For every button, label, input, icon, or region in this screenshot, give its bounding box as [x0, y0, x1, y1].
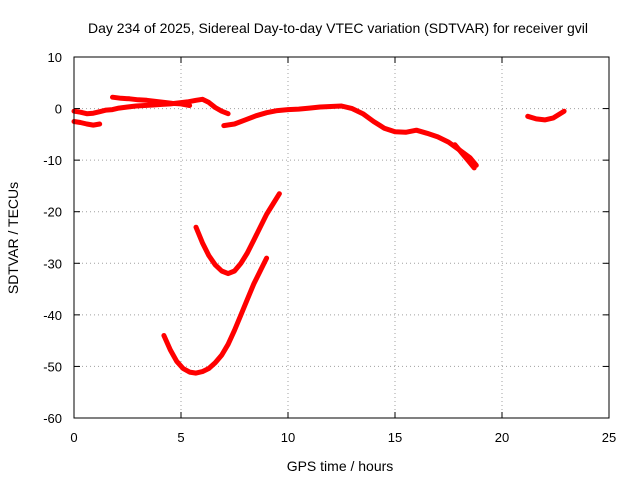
grid [74, 57, 609, 418]
y-tick-label: -50 [43, 359, 62, 374]
series-track-8 [161, 255, 270, 376]
series-track-7 [193, 191, 282, 277]
y-tick-label: -60 [43, 411, 62, 426]
x-axis-label: GPS time / hours [287, 458, 394, 474]
series-track-4 [221, 103, 479, 168]
series-track-1 [71, 96, 231, 117]
x-tick-label: 15 [388, 430, 402, 445]
series-track-2 [71, 119, 103, 128]
x-tick-label: 0 [70, 430, 77, 445]
y-tick-label: -10 [43, 153, 62, 168]
y-tick-label: 0 [55, 102, 62, 117]
x-tick-label: 5 [177, 430, 184, 445]
y-axis-label: SDTVAR / TECUs [5, 182, 21, 294]
y-tick-label: -40 [43, 308, 62, 323]
x-tick-label: 25 [602, 430, 616, 445]
chart-title: Day 234 of 2025, Sidereal Day-to-day VTE… [88, 20, 588, 36]
y-tick-label: 10 [48, 50, 62, 65]
y-tick-label: -30 [43, 256, 62, 271]
y-tick-label: -20 [43, 205, 62, 220]
series-track-3 [110, 94, 193, 108]
x-tick-label: 20 [495, 430, 509, 445]
series-track-6 [525, 108, 567, 123]
series-track-5 [452, 142, 477, 171]
axis-ticks: 0 5 10 15 20 25 -60 -50 -40 -30 -20 -10 0 10 [43, 50, 616, 445]
plot-frame [73, 56, 610, 419]
data-series [71, 94, 567, 376]
x-tick-label: 10 [281, 430, 295, 445]
